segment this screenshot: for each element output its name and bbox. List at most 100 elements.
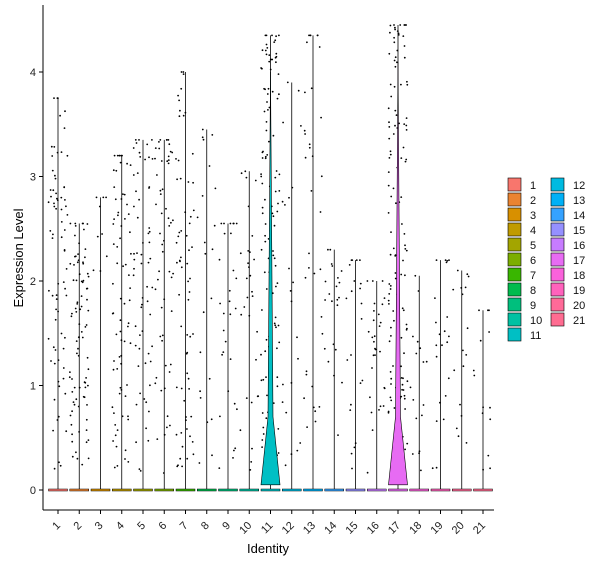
point-18 (412, 335, 414, 338)
point-10 (239, 429, 242, 432)
legend-swatch-14 (550, 207, 565, 222)
point-5 (134, 344, 137, 347)
point-11 (277, 324, 280, 327)
point-17 (392, 310, 395, 312)
violin-base-10 (239, 488, 259, 492)
point-15 (345, 297, 348, 300)
point-2 (83, 228, 85, 231)
point-6 (165, 139, 168, 141)
point-17 (400, 83, 402, 86)
point-11 (277, 73, 280, 75)
point-4 (113, 154, 116, 157)
point-4 (119, 161, 122, 164)
point-16 (383, 297, 386, 299)
point-11 (271, 212, 274, 215)
point-16 (383, 387, 386, 390)
point-17 (392, 365, 394, 367)
point-18 (420, 469, 422, 472)
point-15 (355, 259, 358, 261)
point-6 (166, 160, 169, 163)
point-1 (50, 195, 52, 198)
point-4 (123, 302, 126, 305)
point-9 (233, 402, 236, 405)
point-16 (372, 354, 375, 357)
point-20 (462, 365, 465, 368)
point-2 (74, 225, 77, 227)
point-11 (260, 248, 263, 251)
point-5 (147, 261, 150, 264)
point-11 (260, 379, 263, 382)
point-max-12 (286, 81, 289, 84)
point-7 (192, 181, 195, 184)
point-11 (268, 140, 270, 143)
point-4 (112, 368, 115, 371)
point-11 (271, 58, 274, 61)
point-17 (388, 157, 391, 159)
point-5 (151, 345, 154, 348)
point-9 (222, 329, 225, 332)
point-1 (51, 169, 54, 172)
point-6 (171, 151, 174, 154)
point-11 (267, 109, 269, 111)
point-17 (389, 371, 392, 373)
point-1 (59, 464, 62, 467)
legend-swatch-10 (507, 312, 522, 327)
point-15 (359, 287, 361, 290)
point-16 (369, 396, 371, 399)
point-11 (274, 176, 277, 179)
point-11 (273, 322, 276, 325)
violin-base-9 (218, 488, 238, 492)
point-13 (308, 267, 310, 269)
point-13 (308, 252, 310, 255)
legend-label-5: 5 (530, 240, 536, 252)
point-12 (296, 449, 299, 452)
point-10 (255, 358, 257, 361)
point-9 (219, 302, 222, 305)
point-20 (465, 354, 468, 356)
point-2 (74, 255, 76, 258)
x-tick-label-1: 1 (50, 520, 63, 533)
point-8 (213, 224, 216, 227)
point-5 (141, 303, 143, 306)
point-7 (188, 291, 191, 293)
point-19 (442, 418, 445, 421)
point-11 (266, 101, 268, 103)
point-max-13 (308, 34, 310, 37)
point-11 (260, 173, 262, 176)
point-17 (396, 61, 398, 64)
point-11 (261, 182, 264, 185)
point-6 (166, 426, 168, 429)
x-axis-title: Identity (247, 541, 289, 556)
point-13 (303, 397, 305, 400)
point-13 (314, 420, 317, 423)
point-2 (76, 303, 79, 305)
legend-label-17: 17 (573, 255, 585, 267)
point-4 (112, 282, 114, 285)
point-10 (245, 277, 248, 280)
point-9 (230, 232, 232, 235)
point-17 (400, 157, 403, 160)
point-1 (64, 110, 66, 113)
point-17 (405, 129, 408, 131)
legend-label-9: 9 (530, 300, 536, 312)
point-10 (240, 313, 243, 316)
point-19 (435, 466, 438, 469)
point-1 (54, 318, 57, 321)
point-6 (161, 334, 164, 337)
point-6 (167, 159, 170, 162)
point-16 (371, 367, 373, 369)
point-9 (221, 353, 224, 356)
point-12 (288, 267, 290, 270)
point-2 (69, 371, 71, 373)
point-11 (274, 324, 277, 327)
violin-base-17 (388, 488, 408, 492)
violin-base-7 (175, 488, 196, 492)
point-1 (55, 192, 57, 195)
point-5 (133, 258, 136, 261)
x-tick-label-4: 4 (114, 520, 127, 533)
point-2 (84, 326, 87, 328)
point-13 (303, 129, 306, 132)
point-max-3 (95, 196, 98, 199)
point-13 (304, 91, 306, 94)
point-6 (169, 150, 172, 153)
